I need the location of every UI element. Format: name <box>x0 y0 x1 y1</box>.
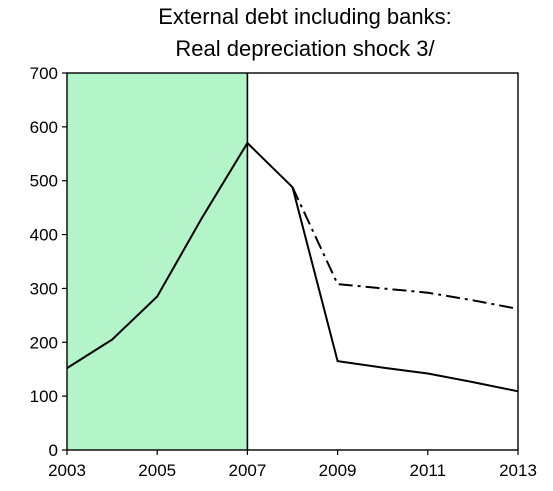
y-tick-label: 200 <box>30 333 58 352</box>
y-tick-label: 600 <box>30 118 58 137</box>
series-line-2 <box>291 186 519 310</box>
y-tick-label: 500 <box>30 172 58 191</box>
y-tick-label: 0 <box>49 441 58 460</box>
y-tick-label: 400 <box>30 226 58 245</box>
shaded-region <box>67 73 248 450</box>
x-tick-label: 2013 <box>499 461 537 480</box>
x-tick-label: 2011 <box>410 461 447 480</box>
chart-title-line-1: External debt including banks: <box>158 4 452 29</box>
chart-title-line-2: Real depreciation shock 3/ <box>175 36 435 61</box>
x-tick-label: 2005 <box>138 461 176 480</box>
y-tick-label: 300 <box>30 279 58 298</box>
y-tick-label: 700 <box>30 64 58 83</box>
x-tick-label: 2009 <box>319 461 357 480</box>
y-tick-label: 100 <box>30 387 58 406</box>
x-tick-label: 2007 <box>228 461 266 480</box>
x-tick-label: 2003 <box>48 461 86 480</box>
plot-frame <box>66 72 519 451</box>
